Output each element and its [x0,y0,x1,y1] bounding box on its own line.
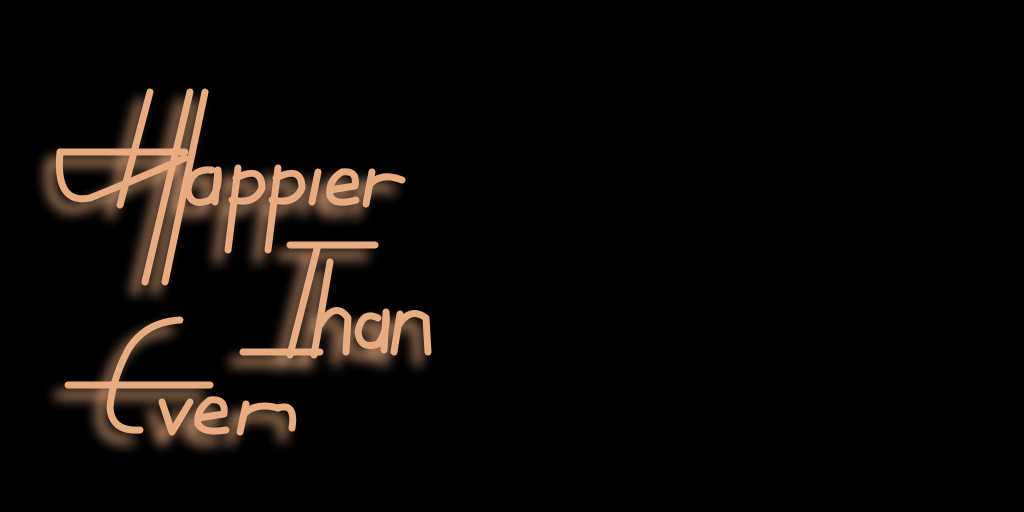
script-letters [55,88,432,436]
